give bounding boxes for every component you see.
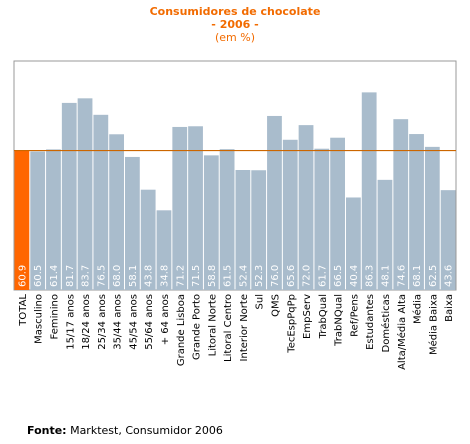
category-label-6: 25/34 anos (97, 294, 108, 350)
bar-8 (125, 156, 140, 290)
value-label-17: 76.0 (270, 265, 281, 287)
value-label-22: 40.4 (349, 265, 360, 287)
category-label-15: Interior Norte (239, 294, 250, 361)
value-label-4: 81.7 (65, 265, 76, 287)
value-label-18: 65.6 (286, 265, 297, 287)
chart-unit-note: (em %) (214, 31, 255, 44)
category-label-10: + 64 anos (160, 294, 171, 345)
value-label-3: 61.4 (49, 265, 60, 287)
value-label-9: 43.8 (144, 265, 155, 287)
bar-3 (46, 149, 61, 290)
category-label-22: Ref/Pens (349, 294, 360, 337)
bar-7 (109, 134, 124, 290)
category-label-23: Estudantes (365, 294, 376, 350)
value-label-8: 58.1 (128, 265, 139, 287)
bar-20 (314, 148, 330, 290)
category-label-1: TOTAL (18, 294, 29, 327)
category-label-16: Sul (255, 294, 266, 309)
category-label-8: 45/54 anos (128, 294, 139, 350)
value-label-1: 60.9 (17, 265, 28, 287)
category-label-7: 35/44 anos (113, 294, 124, 350)
category-label-3: Feminino (49, 294, 60, 339)
value-label-23: 86.3 (365, 265, 376, 287)
value-label-13: 58.8 (207, 265, 218, 287)
bar-15 (235, 170, 251, 290)
bar-1 (14, 150, 30, 290)
value-label-12: 71.5 (191, 265, 202, 287)
value-label-6: 76.5 (96, 265, 107, 287)
category-label-2: Masculino (34, 294, 45, 344)
bar-13 (203, 155, 219, 290)
bar-9 (140, 189, 156, 290)
bar-24 (377, 179, 393, 290)
category-label-27: Média Baixa (427, 294, 439, 355)
bar-5 (77, 98, 93, 291)
source-text: Marktest, Consumidor 2006 (66, 424, 223, 437)
value-label-20: 61.7 (317, 265, 328, 287)
bar-4 (61, 102, 77, 290)
category-label-14: Litoral Centro (223, 294, 234, 362)
bar-22 (346, 197, 361, 290)
category-label-19: EmpServ (302, 294, 313, 339)
value-label-28: 43.6 (444, 265, 455, 287)
category-label-4: 15/17 anos (65, 294, 76, 350)
bar-16 (251, 170, 267, 290)
bar-17 (267, 115, 282, 291)
value-label-11: 71.2 (175, 265, 186, 287)
bar-10 (156, 210, 172, 290)
bar-25 (393, 119, 409, 290)
bar-19 (298, 125, 314, 291)
value-label-16: 52.3 (254, 265, 265, 287)
bar-11 (172, 126, 188, 291)
category-label-18: TecEspPqPp (286, 294, 297, 354)
value-label-14: 61.5 (223, 265, 234, 287)
category-label-21: TrabNQual (334, 294, 345, 347)
value-label-2: 60.5 (33, 265, 44, 287)
category-label-20: TrabQual (318, 294, 329, 339)
value-label-24: 48.1 (380, 265, 391, 287)
bar-6 (93, 114, 109, 290)
value-label-26: 68.1 (412, 265, 423, 287)
chart-title: Consumidores de chocolate (149, 5, 321, 18)
value-label-19: 72.0 (302, 265, 313, 287)
bar-18 (282, 139, 298, 290)
bar-28 (440, 190, 456, 290)
category-label-24: Domésticas (380, 294, 392, 352)
category-label-13: Litoral Norte (207, 294, 218, 356)
value-label-21: 66.5 (333, 265, 344, 287)
value-label-15: 52.4 (238, 265, 249, 287)
source-note: Fonte: Marktest, Consumidor 2006 (27, 424, 223, 437)
category-label-5: 18/24 anos (81, 294, 92, 350)
category-label-26: Média (412, 294, 424, 324)
category-label-12: Grande Porto (192, 294, 203, 360)
value-label-25: 74.6 (396, 265, 407, 287)
bar-21 (330, 137, 345, 290)
value-label-10: 34.8 (159, 265, 170, 287)
category-label-9: 55/64 anos (144, 294, 155, 350)
bar-2 (30, 151, 46, 290)
chart-subtitle: - 2006 - (211, 18, 259, 31)
source-label: Fonte: (27, 424, 67, 437)
bar-27 (424, 146, 440, 290)
category-label-11: Grande Lisboa (176, 294, 187, 366)
value-label-5: 83.7 (81, 265, 92, 287)
bar-26 (409, 134, 424, 290)
category-label-28: Baixa (444, 294, 455, 322)
bar-23 (361, 92, 377, 290)
value-label-27: 62.5 (428, 265, 439, 287)
category-label-25: Alta/Média Alta (396, 294, 408, 370)
value-label-7: 68.0 (112, 265, 123, 287)
bar-12 (188, 126, 203, 290)
category-label-17: QMS (270, 294, 281, 317)
bar-14 (219, 149, 235, 290)
